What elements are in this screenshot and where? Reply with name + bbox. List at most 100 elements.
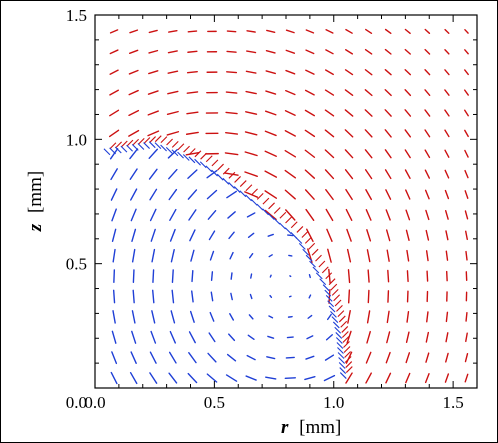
vector-arrow: [324, 149, 335, 159]
interface-mark: [309, 260, 316, 268]
vector-arrow: [224, 172, 239, 176]
vector-arrow: [266, 356, 276, 360]
interface-mark: [337, 352, 345, 359]
vector-arrow: [188, 209, 197, 221]
vector-arrow: [284, 130, 296, 137]
vector-arrow: [264, 190, 278, 199]
interface-mark: [228, 171, 236, 179]
interface-mark: [338, 315, 346, 323]
vector-arrow: [364, 149, 373, 159]
vector-arrow: [424, 149, 431, 159]
vector-arrow: [149, 372, 158, 384]
vector-arrow: [132, 269, 135, 284]
vector-arrow: [188, 331, 196, 344]
vector-arrow: [306, 228, 314, 243]
vector-arrow: [109, 49, 119, 55]
interface-mark: [344, 356, 352, 363]
interface-mark: [338, 357, 345, 364]
vector-arrow: [426, 270, 429, 282]
interface-mark: [305, 254, 313, 262]
vector-arrow: [445, 250, 449, 261]
vector-arrow: [385, 209, 391, 221]
vector-arrow: [112, 289, 116, 304]
vector-arrow: [324, 89, 335, 96]
vector-arrow: [444, 149, 450, 158]
vector-arrow: [187, 189, 198, 200]
vector-arrow: [148, 29, 158, 34]
interface-mark: [233, 186, 241, 193]
vector-arrow: [225, 91, 238, 94]
vector-arrow: [128, 49, 139, 54]
vector-arrow: [444, 210, 449, 220]
vector-arrow: [326, 228, 333, 242]
interface-mark: [301, 231, 309, 238]
vector-arrow: [206, 189, 218, 200]
vector-arrow: [325, 29, 334, 34]
vector-arrow: [324, 109, 335, 117]
vector-arrow: [189, 229, 196, 242]
vector-arrow: [344, 149, 354, 159]
vector-arrow: [285, 89, 296, 96]
vector-arrow: [424, 48, 431, 55]
interface-mark: [239, 190, 247, 198]
vector-arrow: [444, 129, 450, 138]
vector-arrow: [426, 311, 429, 323]
interface-mark: [166, 138, 173, 146]
vector-arrow: [266, 29, 276, 34]
vector-arrow: [187, 50, 198, 53]
vector-arrow: [264, 209, 277, 221]
vector-arrow: [284, 149, 297, 158]
vector-arrow: [226, 71, 238, 74]
vector-arrow: [169, 228, 176, 242]
interface-mark: [120, 140, 128, 148]
vector-arrow: [405, 331, 410, 344]
interface-mark: [137, 137, 145, 145]
vector-arrow: [367, 289, 370, 304]
interface-mark: [304, 236, 312, 244]
vector-arrow: [406, 310, 410, 323]
vector-arrow: [132, 289, 135, 304]
interface-mark: [245, 184, 253, 192]
interface-mark: [284, 227, 292, 235]
vector-arrow: [191, 270, 194, 283]
vector-arrow: [208, 332, 216, 343]
vector-arrow: [185, 151, 200, 156]
vector-arrow: [465, 332, 468, 343]
vector-arrow: [364, 129, 373, 138]
interface-mark: [256, 203, 264, 211]
interface-mark: [315, 254, 322, 262]
vector-arrow: [307, 314, 313, 319]
vector-arrow: [149, 188, 158, 201]
vector-arrow: [364, 89, 373, 97]
interface-mark: [188, 148, 196, 155]
interface-mark: [154, 142, 162, 150]
interface-mark: [120, 145, 128, 153]
vector-arrow: [265, 50, 276, 54]
vector-arrow: [108, 129, 120, 138]
vector-arrow: [229, 251, 234, 260]
vector-arrow: [151, 248, 156, 263]
vector-arrow: [250, 273, 253, 279]
vector-arrow: [344, 89, 354, 96]
y-tick-label: 0.0: [66, 393, 87, 412]
vector-arrow: [129, 29, 139, 34]
vector-arrow: [264, 110, 277, 116]
vector-arrow: [327, 248, 332, 263]
vector-arrow: [225, 374, 238, 382]
vector-arrow: [150, 330, 157, 344]
vector-arrow: [347, 289, 351, 304]
vector-arrow: [385, 372, 392, 384]
vector-arrow: [404, 69, 412, 76]
vector-arrow: [285, 49, 296, 54]
vector-arrow: [464, 169, 469, 179]
vector-arrow: [304, 375, 316, 381]
vector-arrow: [405, 209, 411, 221]
vector-arrow: [345, 372, 353, 384]
vector-arrow: [365, 189, 373, 201]
vector-arrow: [129, 148, 139, 160]
vector-arrow: [128, 69, 139, 75]
interface-mark: [109, 142, 117, 150]
interface-mark: [217, 163, 224, 171]
vector-arrow: [424, 28, 431, 34]
vector-arrow: [308, 274, 311, 279]
